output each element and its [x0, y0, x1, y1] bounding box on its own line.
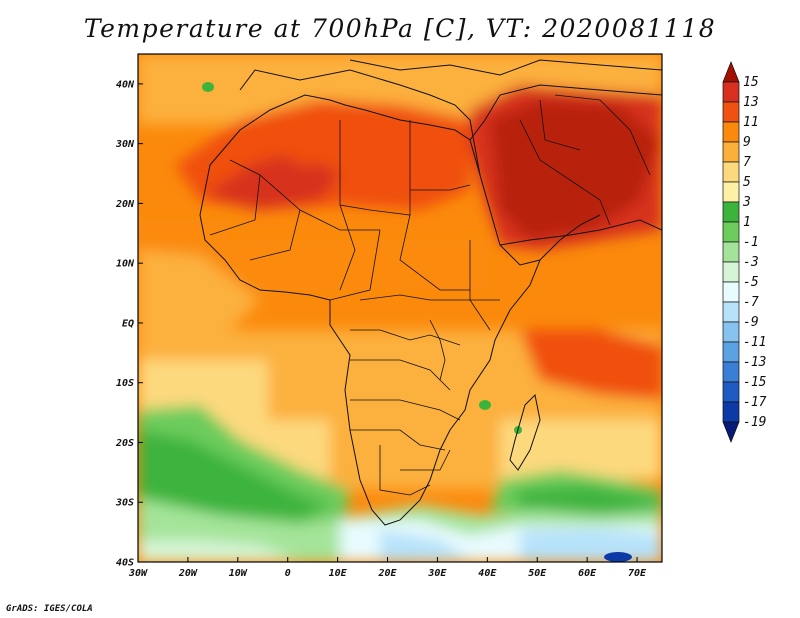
colorbar-swatch — [722, 261, 740, 283]
colorbar-label: -13 — [743, 355, 766, 370]
x-tick-label: 60E — [578, 568, 597, 579]
x-axis: 30W 20W 10W 0 10E 20E 30E 40E 50E 60E 70E — [128, 557, 647, 579]
colorbar-swatch — [722, 161, 740, 183]
map-title: Temperature at 700hPa [C], VT: 202008111… — [83, 14, 717, 43]
y-axis: 40N 30N 20N 10N EQ 10S 20S 30S 40S — [115, 79, 143, 569]
x-tick-label: 40E — [478, 568, 497, 579]
colorbar-label: -9 — [743, 315, 759, 330]
colorbar-swatch — [722, 141, 740, 163]
y-tick-label: 30N — [115, 139, 135, 150]
colorbar-label: -3 — [743, 255, 759, 270]
colorbar-swatch — [722, 61, 740, 83]
x-tick-label: 0 — [285, 568, 291, 579]
colorbar-swatch — [722, 421, 740, 443]
colorbar-swatch — [722, 341, 740, 363]
colorbar-label: 11 — [743, 115, 759, 130]
colorbar-swatch — [722, 121, 740, 143]
colorbar-swatch — [722, 401, 740, 423]
colorbar-swatch — [722, 381, 740, 403]
x-tick-label: 50E — [528, 568, 547, 579]
colorbar-label: -5 — [743, 275, 759, 290]
x-tick-label: 30W — [128, 568, 148, 579]
colorbar-label: -17 — [743, 395, 767, 410]
y-tick-label: 40S — [116, 558, 134, 569]
y-tick-label: 10N — [116, 259, 135, 270]
colorbar-label: 7 — [743, 155, 751, 170]
colorbar-swatch — [722, 281, 740, 303]
y-tick-label: EQ — [122, 318, 134, 329]
colorbar-label: -15 — [743, 375, 767, 390]
colorbar-label: -1 — [743, 235, 759, 250]
y-tick-label: 40N — [116, 79, 135, 90]
plot-frame — [137, 53, 663, 563]
colorbar-swatch — [722, 81, 740, 103]
y-tick-label: 10S — [116, 378, 134, 389]
colorbar-swatch — [722, 101, 740, 123]
colorbar-label: -19 — [743, 415, 766, 430]
colorbar-swatch — [722, 321, 740, 343]
x-tick-label: 20E — [377, 568, 397, 579]
country-borders — [209, 94, 651, 496]
x-tick-label: 70E — [628, 568, 647, 579]
colorbar-label: 3 — [742, 195, 751, 210]
temperature-field — [138, 54, 662, 562]
x-tick-label: 10W — [229, 568, 248, 579]
x-tick-label: 30E — [427, 568, 447, 579]
coastlines — [199, 59, 662, 526]
colorbar-label: 5 — [743, 175, 751, 190]
colorbar-swatch — [722, 301, 740, 323]
y-tick-label: 30S — [115, 498, 134, 509]
x-tick-label: 10E — [329, 568, 348, 579]
colorbar-label: -11 — [743, 335, 766, 350]
y-tick-label: 20N — [115, 199, 135, 210]
x-tick-label: 20W — [178, 568, 198, 579]
colorbar-label: 15 — [743, 75, 759, 90]
colorbar-swatch — [722, 361, 740, 383]
colorbar-swatch — [722, 221, 740, 243]
credit-text: GrADS: IGES/COLA — [6, 604, 93, 614]
colorbar-label: 9 — [743, 135, 751, 150]
colorbar-swatch — [722, 181, 740, 203]
colorbar-label: 1 — [743, 215, 751, 230]
colorbar-label: 13 — [743, 95, 759, 110]
colorbar: 15 13 11 9 7 5 3 1 -1 -3 -5 -7 -9 -11 -13 -15 -17 -19 — [722, 61, 767, 443]
colorbar-label: -7 — [743, 295, 759, 310]
y-tick-label: 20S — [115, 438, 134, 449]
colorbar-swatch — [722, 201, 740, 223]
colorbar-swatch — [722, 241, 740, 263]
